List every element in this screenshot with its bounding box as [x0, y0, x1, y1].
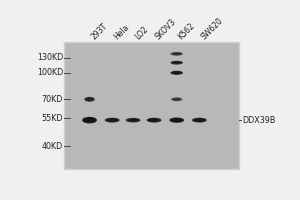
- Ellipse shape: [174, 62, 179, 63]
- Ellipse shape: [147, 118, 161, 123]
- Text: 130KD: 130KD: [37, 53, 63, 62]
- Ellipse shape: [84, 118, 95, 122]
- Text: K562: K562: [177, 22, 197, 42]
- Ellipse shape: [173, 98, 181, 101]
- Ellipse shape: [196, 119, 202, 121]
- Text: 40KD: 40KD: [42, 142, 63, 151]
- Ellipse shape: [170, 52, 183, 56]
- Ellipse shape: [192, 118, 207, 123]
- Ellipse shape: [86, 98, 93, 101]
- Ellipse shape: [172, 118, 182, 122]
- Text: LO2: LO2: [133, 25, 150, 42]
- Ellipse shape: [105, 118, 120, 123]
- Ellipse shape: [170, 61, 183, 65]
- Text: 100KD: 100KD: [37, 68, 63, 77]
- Text: 293T: 293T: [89, 22, 110, 42]
- Ellipse shape: [149, 118, 159, 122]
- Text: Hela: Hela: [112, 23, 131, 42]
- Ellipse shape: [174, 99, 179, 100]
- Text: 55KD: 55KD: [42, 114, 63, 123]
- Ellipse shape: [107, 118, 117, 122]
- Ellipse shape: [128, 119, 138, 122]
- Ellipse shape: [174, 119, 180, 121]
- Ellipse shape: [84, 97, 95, 102]
- Ellipse shape: [126, 118, 140, 122]
- Ellipse shape: [174, 72, 179, 74]
- Ellipse shape: [109, 119, 115, 121]
- Ellipse shape: [172, 53, 181, 55]
- Ellipse shape: [172, 71, 181, 74]
- Ellipse shape: [171, 97, 182, 101]
- FancyBboxPatch shape: [64, 42, 238, 169]
- Ellipse shape: [82, 117, 97, 123]
- Ellipse shape: [130, 119, 136, 121]
- Ellipse shape: [172, 61, 181, 64]
- Ellipse shape: [87, 119, 92, 121]
- Ellipse shape: [87, 98, 92, 100]
- Ellipse shape: [151, 119, 157, 121]
- Ellipse shape: [174, 53, 179, 55]
- Text: DDX39B: DDX39B: [242, 116, 275, 125]
- Ellipse shape: [169, 117, 184, 123]
- Text: SW620: SW620: [200, 16, 225, 42]
- Ellipse shape: [194, 118, 205, 122]
- Text: 70KD: 70KD: [42, 95, 63, 104]
- Ellipse shape: [170, 71, 183, 75]
- Text: SKOV3: SKOV3: [154, 17, 178, 42]
